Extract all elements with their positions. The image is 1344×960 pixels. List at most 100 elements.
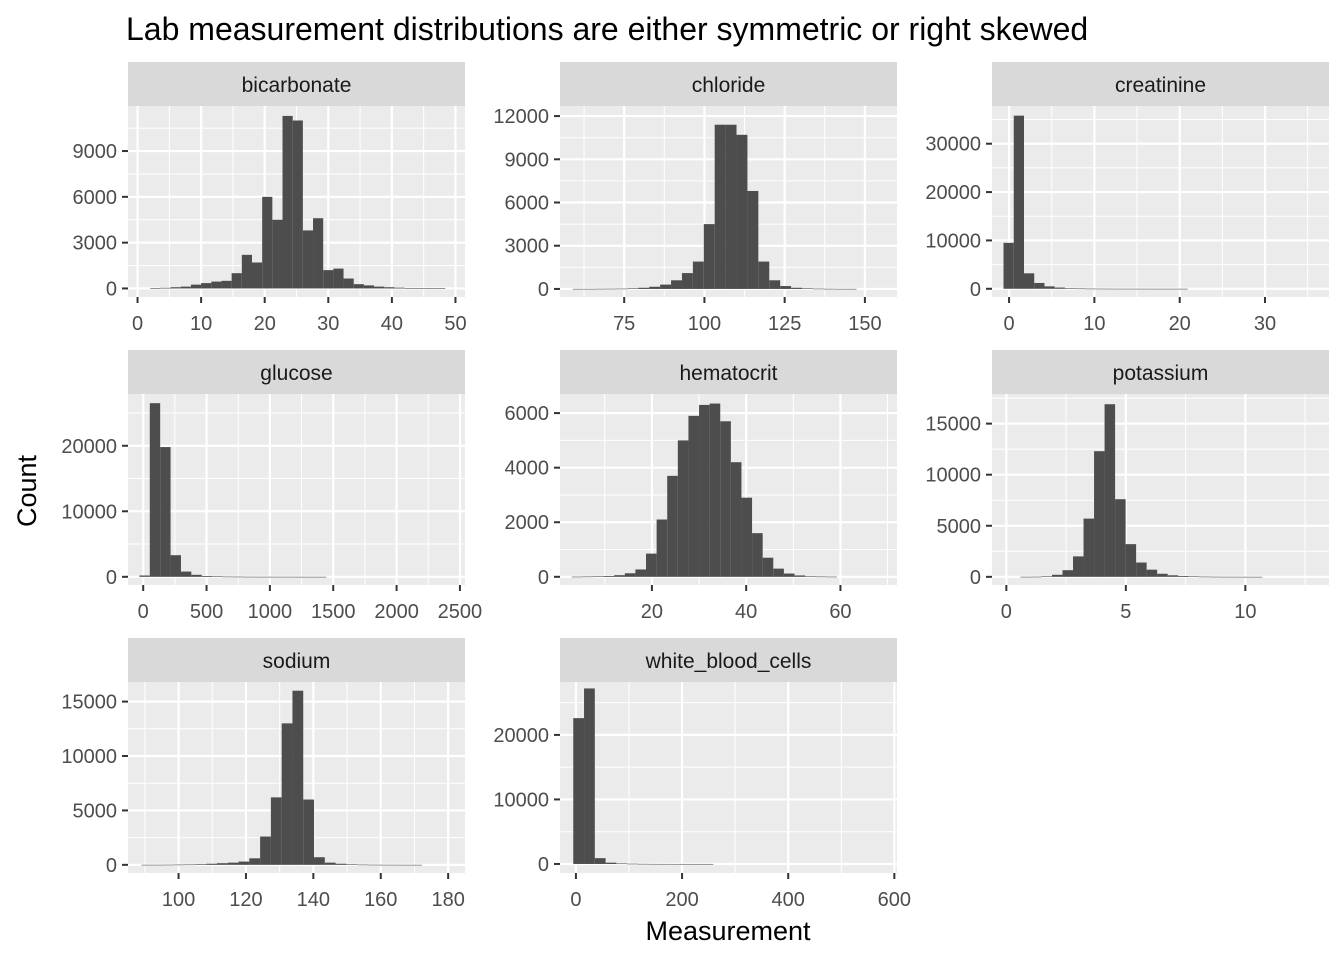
histogram-bar — [1083, 518, 1095, 577]
histogram-bar — [284, 576, 296, 578]
histogram-bar — [703, 224, 715, 289]
histogram-bar — [758, 261, 770, 289]
histogram-bar — [201, 283, 212, 289]
histogram-bar — [583, 288, 595, 290]
histogram-bar — [1054, 287, 1065, 289]
y-tick-label: 3000 — [73, 233, 118, 255]
histogram-bar — [160, 447, 171, 577]
histogram-bar — [791, 287, 802, 289]
histogram-bar — [780, 286, 792, 289]
histogram-bar — [1125, 544, 1137, 577]
y-tick-label: 4000 — [505, 458, 550, 480]
histogram-bar — [1094, 451, 1105, 577]
y-tick-label: 0 — [970, 279, 981, 301]
facet-strip — [128, 62, 465, 106]
facet-strip — [560, 62, 897, 106]
y-tick-label: 12000 — [493, 106, 549, 128]
histogram-bar — [699, 404, 710, 577]
y-tick-label: 15000 — [925, 414, 981, 436]
histogram-bar — [752, 533, 763, 577]
x-tick-label: 10 — [1083, 313, 1105, 335]
x-tick-label: 10 — [1234, 601, 1256, 623]
histogram-bar — [367, 864, 379, 866]
histogram-bar — [1073, 556, 1084, 577]
x-tick-label: 0 — [132, 313, 143, 335]
histogram-bar — [1241, 576, 1252, 578]
x-tick-label: 150 — [848, 313, 881, 335]
histogram-bar — [292, 690, 304, 865]
x-tick-label: 5 — [1120, 601, 1131, 623]
facet-strip-label: hematocrit — [679, 362, 777, 385]
histogram-bar — [272, 219, 283, 289]
histogram-bar — [762, 557, 774, 577]
x-axis-title: Measurement — [645, 916, 811, 946]
x-tick-label: 40 — [381, 313, 403, 335]
x-tick-label: 0 — [1004, 313, 1015, 335]
histogram-bar — [603, 575, 615, 577]
histogram-bar — [378, 864, 390, 866]
histogram-bar — [805, 576, 816, 577]
histogram-bar — [389, 864, 401, 866]
histogram-bar — [149, 403, 161, 577]
x-tick-label: 75 — [613, 313, 635, 335]
chart-title: Lab measurement distributions are either… — [126, 11, 1088, 47]
histogram-bar — [582, 576, 593, 578]
histogram-bar — [1051, 574, 1063, 577]
histogram-bar — [260, 836, 271, 865]
histogram-bar — [1230, 576, 1242, 578]
histogram-bar — [670, 863, 682, 865]
histogram-bar — [783, 573, 795, 577]
histogram-bar — [212, 576, 223, 578]
histogram-bar — [249, 858, 261, 865]
y-tick-label: 0 — [106, 567, 117, 589]
x-tick-label: 100 — [162, 889, 195, 911]
histogram-bar — [152, 864, 164, 866]
histogram-bar — [264, 576, 275, 578]
histogram-bar — [627, 288, 639, 289]
histogram-bar — [180, 571, 192, 577]
x-tick-label: 400 — [772, 889, 805, 911]
histogram-bar — [313, 218, 324, 289]
histogram-bar — [1105, 288, 1117, 290]
y-tick-label: 10000 — [61, 746, 117, 768]
histogram-bar — [191, 574, 202, 577]
histogram-bar — [1188, 576, 1200, 578]
y-tick-label: 6000 — [505, 193, 550, 215]
facet-strip-label: glucose — [260, 362, 332, 385]
histogram-bar — [681, 273, 693, 289]
facet-strip — [992, 62, 1329, 106]
facet-strip — [128, 350, 465, 394]
histogram-bar — [1034, 282, 1045, 289]
histogram-bar — [1020, 576, 1031, 578]
histogram-bar — [801, 288, 813, 289]
facet-strip-label: chloride — [692, 74, 766, 97]
histogram-bar — [667, 475, 678, 577]
histogram-bar — [627, 863, 638, 865]
histogram-bar — [1177, 288, 1188, 290]
y-tick-label: 30000 — [925, 134, 981, 156]
facet-strip — [560, 638, 897, 682]
histogram-bar — [1220, 576, 1231, 578]
histogram-bars — [573, 688, 714, 865]
panel-background — [992, 394, 1329, 585]
facet-strip-label: white_blood_cells — [645, 650, 812, 673]
facet-panel-glucose: glucose 0 10000 20000 0 500 1000 1500 2000 2500 — [61, 350, 482, 623]
histogram-bar — [295, 576, 306, 578]
histogram-bars — [1020, 404, 1263, 578]
histogram-bar — [141, 864, 153, 866]
x-tick-label: 0 — [1001, 601, 1012, 623]
histogram-bar — [343, 278, 354, 289]
facet-strip-label: potassium — [1113, 362, 1209, 385]
histogram-bar — [222, 576, 233, 578]
histogram-bar — [411, 864, 422, 866]
histogram-bar — [316, 576, 327, 578]
histogram-bar — [1095, 288, 1106, 290]
facet-panel-creatinine: creatinine 0 10000 20000 30000 0 10 20 30 — [925, 62, 1329, 335]
histogram-bar — [614, 575, 625, 577]
histogram-bar — [1064, 288, 1076, 289]
x-tick-label: 0 — [570, 889, 581, 911]
facet-strip-label: bicarbonate — [242, 74, 352, 97]
histogram-bar — [794, 575, 806, 577]
y-tick-label: 20000 — [925, 182, 981, 204]
histogram-bar — [1167, 575, 1179, 577]
